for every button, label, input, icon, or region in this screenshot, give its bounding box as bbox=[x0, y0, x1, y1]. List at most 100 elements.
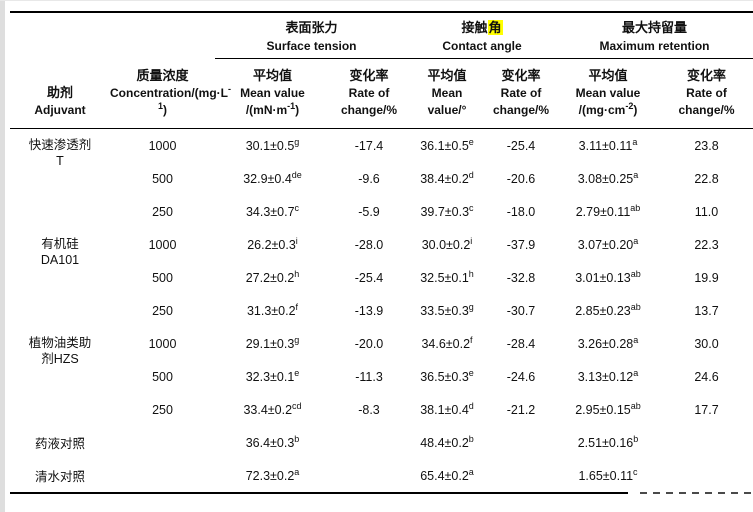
st-mean-cell: 27.2±0.2h bbox=[245, 268, 300, 285]
st-rate-cell: -5.9 bbox=[358, 204, 380, 219]
st-mean-cell: 32.3±0.1e bbox=[245, 367, 300, 384]
st-rate-cell: -25.4 bbox=[354, 270, 384, 285]
mr-rate-cell: 22.8 bbox=[694, 171, 719, 186]
mr-mean-cell: 3.11±0.11a bbox=[578, 136, 638, 153]
mr-rate-cell: 30.0 bbox=[694, 336, 719, 351]
table-row: 500 27.2±0.2h -25.4 32.5±0.1h -32.8 3.01… bbox=[10, 261, 753, 294]
mr-rate-header: 变化率 Rate of change/% bbox=[660, 58, 753, 129]
mr-rate-cell bbox=[660, 426, 753, 459]
ca-mean-cell: 33.5±0.3g bbox=[420, 301, 474, 318]
surface-tension-group-header: 表面张力 Surface tension bbox=[215, 13, 408, 59]
st-rate-cell: -9.6 bbox=[358, 171, 380, 186]
st-mean-cell: 32.9±0.4de bbox=[243, 169, 302, 186]
concentration-cell: 250 bbox=[152, 303, 173, 318]
ca-mean-cell: 38.4±0.2d bbox=[420, 169, 474, 186]
table-bottom-rule bbox=[10, 492, 753, 494]
mr-mean-cell: 2.85±0.23ab bbox=[575, 301, 641, 318]
table-row: 250 34.3±0.7c -5.9 39.7±0.3c -18.0 2.79±… bbox=[10, 195, 753, 228]
retention-en: Maximum retention bbox=[599, 39, 710, 53]
st-mean-cell: 34.3±0.7c bbox=[245, 202, 300, 219]
st-rate-cell bbox=[330, 426, 408, 459]
adjuvant-cell: 药液对照 bbox=[34, 437, 85, 451]
mr-rate-cell: 24.6 bbox=[694, 369, 719, 384]
table-row: 250 33.4±0.2cd -8.3 38.1±0.4d -21.2 2.95… bbox=[10, 393, 753, 426]
ca-rate-cell: -32.8 bbox=[506, 270, 536, 285]
ca-mean-cell: 36.5±0.3e bbox=[420, 367, 474, 384]
st-mean-cell: 31.3±0.2f bbox=[246, 301, 299, 318]
table-row: 药液对照 36.4±0.3b 48.4±0.2b 2.51±0.16b bbox=[10, 426, 753, 459]
st-mean-header: 平均值 Mean value /(mN·m-1) bbox=[215, 58, 330, 129]
adjuvant-cell: 有机硅 DA101 bbox=[40, 237, 80, 267]
mr-mean-cell: 2.95±0.15ab bbox=[575, 400, 641, 417]
concentration-cell: 1000 bbox=[148, 336, 177, 351]
ca-rate-cell: -25.4 bbox=[506, 138, 536, 153]
surface-tension-zh: 表面张力 bbox=[285, 20, 338, 35]
concentration-cell: 500 bbox=[152, 369, 173, 384]
ca-rate-cell: -21.2 bbox=[506, 402, 536, 417]
ca-rate-header: 变化率 Rate of change/% bbox=[486, 58, 556, 129]
ca-mean-cell: 36.1±0.5e bbox=[420, 136, 474, 153]
table-row: 清水对照 72.3±0.2a 65.4±0.2a 1.65±0.11c bbox=[10, 459, 753, 492]
ca-mean-cell: 38.1±0.4d bbox=[420, 400, 474, 417]
ca-rate-cell: -24.6 bbox=[506, 369, 536, 384]
st-rate-cell: -11.3 bbox=[355, 369, 383, 384]
mr-mean-cell: 3.26±0.28a bbox=[577, 334, 639, 351]
sub-header-row: 平均值 Mean value /(mN·m-1) 变化率 Rate of cha… bbox=[10, 58, 753, 129]
ca-rate-cell: -28.4 bbox=[506, 336, 536, 351]
concentration-cell: 250 bbox=[152, 204, 173, 219]
st-rate-cell bbox=[330, 459, 408, 492]
mr-mean-cell: 2.79±0.11ab bbox=[575, 202, 641, 219]
mr-mean-cell: 3.08±0.25a bbox=[577, 169, 639, 186]
mr-mean-cell: 3.13±0.12a bbox=[577, 367, 639, 384]
st-rate-cell: -28.0 bbox=[354, 237, 384, 252]
mr-mean-cell: 2.51±0.16b bbox=[577, 433, 639, 450]
st-mean-cell: 72.3±0.2a bbox=[245, 466, 300, 483]
retention-group-header: 最大持留量 Maximum retention bbox=[556, 13, 753, 59]
ca-mean-cell: 48.4±0.2b bbox=[420, 433, 474, 450]
mr-rate-cell: 23.8 bbox=[694, 138, 719, 153]
concentration-cell bbox=[110, 426, 215, 459]
results-table: 助剂 Adjuvant 质量浓度 Concentration/(mg·L-1) … bbox=[10, 11, 753, 494]
mr-mean-cell: 1.65±0.11c bbox=[578, 466, 638, 483]
ca-mean-header: 平均值 Mean value/° bbox=[408, 58, 486, 129]
concentration-cell: 1000 bbox=[148, 138, 177, 153]
adjuvant-header-en: Adjuvant bbox=[34, 103, 86, 117]
bottom-rule-gap bbox=[628, 492, 640, 494]
ca-mean-cell: 39.7±0.3c bbox=[420, 202, 474, 219]
concentration-header-en: Concentration/(mg·L-1) bbox=[110, 84, 231, 118]
adjuvant-cell: 清水对照 bbox=[34, 470, 85, 484]
st-rate-cell: -13.9 bbox=[354, 303, 384, 318]
mr-mean-cell: 3.01±0.13ab bbox=[575, 268, 641, 285]
contact-angle-en: Contact angle bbox=[442, 39, 522, 53]
st-mean-cell: 29.1±0.3g bbox=[245, 334, 300, 351]
st-rate-cell: -20.0 bbox=[354, 336, 384, 351]
bottom-rule-solid bbox=[10, 492, 628, 494]
table-row: 500 32.3±0.1e -11.3 36.5±0.3e -24.6 3.13… bbox=[10, 360, 753, 393]
st-rate-header: 变化率 Rate of change/% bbox=[330, 58, 408, 129]
mr-rate-cell bbox=[660, 459, 753, 492]
mr-rate-cell: 11.0 bbox=[694, 204, 719, 219]
ca-rate-cell: -37.9 bbox=[506, 237, 536, 252]
st-mean-cell: 36.4±0.3b bbox=[245, 433, 300, 450]
table-row: 有机硅 DA101 1000 26.2±0.3i -28.0 30.0±0.2i … bbox=[10, 228, 753, 267]
ca-mean-cell: 30.0±0.2i bbox=[421, 235, 473, 252]
search-highlight: 角 bbox=[487, 20, 503, 35]
page-edge-strip bbox=[0, 0, 5, 512]
concentration-cell: 500 bbox=[152, 171, 173, 186]
concentration-cell: 250 bbox=[152, 402, 173, 417]
concentration-cell: 500 bbox=[152, 270, 173, 285]
table-row: 500 32.9±0.4de -9.6 38.4±0.2d -20.6 3.08… bbox=[10, 162, 753, 195]
ca-rate-cell bbox=[486, 426, 556, 459]
st-rate-cell: -17.4 bbox=[354, 138, 384, 153]
ca-rate-cell: -18.0 bbox=[506, 204, 536, 219]
concentration-cell: 1000 bbox=[148, 237, 177, 252]
page-top-edge bbox=[0, 0, 753, 1]
adjuvant-column-header: 助剂 Adjuvant bbox=[10, 13, 110, 129]
ca-mean-cell: 32.5±0.1h bbox=[420, 268, 474, 285]
adjuvant-header-zh: 助剂 bbox=[46, 85, 73, 100]
concentration-column-header: 质量浓度 Concentration/(mg·L-1) bbox=[110, 13, 231, 129]
mr-mean-cell: 3.07±0.20a bbox=[577, 235, 639, 252]
contact-angle-zh: 接触角 bbox=[461, 20, 503, 35]
mr-rate-cell: 13.7 bbox=[694, 303, 719, 318]
retention-zh: 最大持留量 bbox=[622, 20, 688, 35]
